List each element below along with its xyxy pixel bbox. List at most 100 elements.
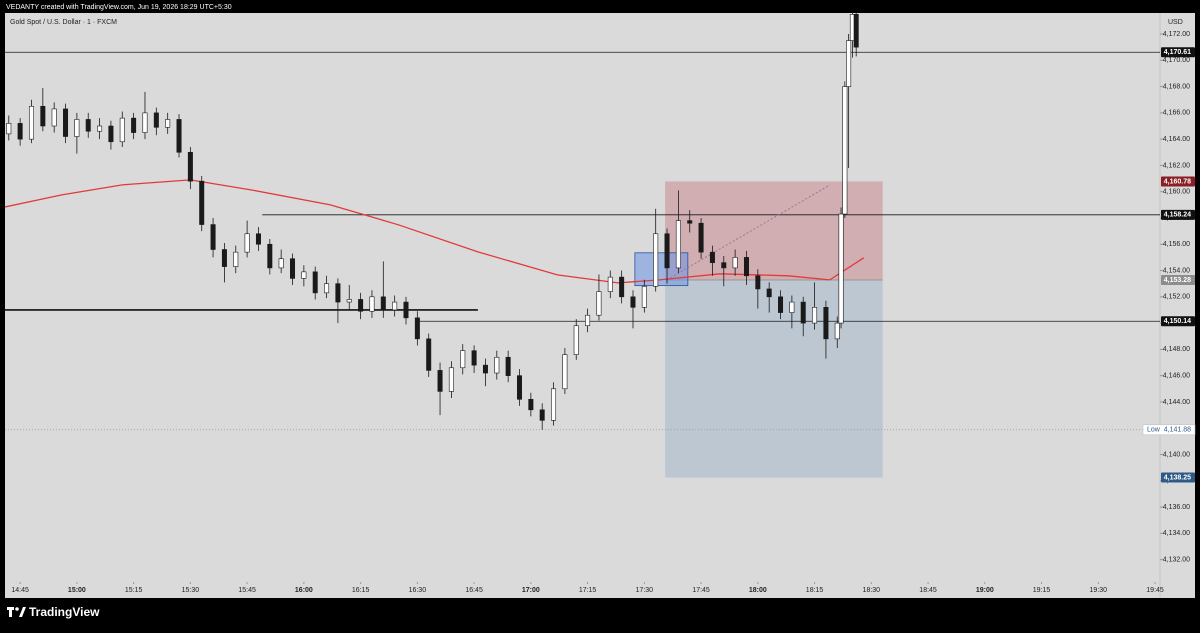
candle-body [426,338,432,371]
candle-body [17,123,23,140]
moving-average [5,179,865,284]
y-tick-label: 4,164.00 [1163,136,1190,143]
candle-body [153,112,159,128]
price-label: 4,160.78 [1164,178,1191,185]
x-tick-label: 18:00 [749,587,767,594]
candle-body [358,299,364,312]
y-tick-label: 4,172.00 [1163,31,1190,38]
candle-body [108,125,114,143]
candle-body [267,243,273,269]
candle-body [641,286,647,308]
candle-body [698,222,704,253]
candle-body [119,117,125,143]
brand: TradingView [29,605,100,619]
candle-body [573,325,579,355]
candle-body [539,409,545,421]
candle-body [607,276,613,292]
x-tick-label: 14:45 [11,587,29,594]
candle-body [97,125,103,132]
candle-body [482,364,488,374]
candle-body [233,251,239,267]
price-label-bg [1161,209,1195,220]
price-label: 4,138.25 [1164,474,1191,481]
y-tick-label: 4,160.00 [1163,189,1190,196]
candle-body [221,249,227,267]
candle-body [789,301,795,313]
candle-body [6,123,12,135]
low-label: 4,141.88 [1164,427,1191,434]
y-tick-label: 4,134.00 [1163,530,1190,537]
candle-body [732,257,738,269]
candle-body [551,388,557,421]
x-tick-label: 17:45 [692,587,710,594]
candle-body [414,317,420,340]
x-tick-label: 19:30 [1090,587,1108,594]
price-label-bg [1161,274,1195,285]
candle-body [675,220,681,269]
candle-body [842,86,848,215]
x-tick-label: 19:00 [976,587,994,594]
candle-body [585,314,591,327]
candle-body [619,276,625,298]
candle-body [516,375,522,400]
candle-body [346,299,352,303]
candle-body [51,108,57,127]
candle-body [28,105,34,140]
x-tick-label: 15:30 [182,587,200,594]
x-tick-label: 19:45 [1146,587,1164,594]
price-label-bg [1161,472,1195,483]
trend-line [666,184,830,281]
candle-body [812,307,818,324]
candle-body [778,296,784,313]
candle-body [312,271,318,294]
candle-body [85,119,91,132]
price-label-bg [1161,316,1195,327]
candle-body [755,275,761,290]
x-tick-label: 17:00 [522,587,540,594]
candle-body [823,307,829,340]
x-tick-label: 18:45 [919,587,937,594]
candle-body [131,117,137,133]
y-tick-label: 4,154.00 [1163,267,1190,274]
stop-zone [665,279,883,478]
candle-body [721,262,727,269]
y-tick-label: 4,144.00 [1163,399,1190,406]
candle-body [834,322,840,340]
candle-body [165,119,171,128]
y-tick-label: 4,170.00 [1163,57,1190,64]
header: VEDANTY created with TradingView.com, Ju… [6,4,232,11]
x-tick-label: 15:00 [68,587,86,594]
candle-body [664,233,670,269]
price-label: 4,150.14 [1164,318,1191,325]
x-tick-label: 16:30 [409,587,427,594]
candle-body [335,283,341,303]
x-tick-label: 18:15 [806,587,824,594]
x-tick-label: 16:15 [352,587,370,594]
price-label-bg [1161,176,1195,187]
y-tick-label: 4,156.00 [1163,241,1190,248]
x-tick-label: 15:45 [238,587,256,594]
candle-body [596,291,602,316]
candle-body [290,258,296,279]
candle-body [448,367,454,392]
y-tick-label: 4,140.00 [1163,451,1190,458]
x-tick-label: 17:30 [636,587,654,594]
candle-body [766,288,772,298]
candle-body [460,350,466,369]
y-tick-label: 4,136.00 [1163,504,1190,511]
candle-body [494,356,500,374]
candle-body [40,105,46,127]
x-tick-label: 16:00 [295,587,313,594]
plot [5,13,1160,478]
candle-body [301,271,307,279]
candle-body [187,151,193,182]
candle-body [255,233,261,245]
candle-body [278,258,284,269]
candle-body [653,233,659,287]
x-tick-label: 18:30 [863,587,881,594]
candle-body [210,224,216,250]
y-tick-label: 4,152.00 [1163,294,1190,301]
candle-body [562,354,568,390]
y-tick-label: 4,148.00 [1163,346,1190,353]
